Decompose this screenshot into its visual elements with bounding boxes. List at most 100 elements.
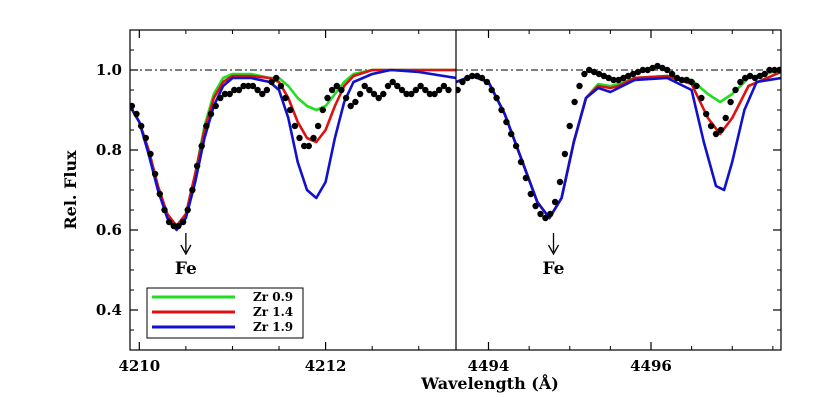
observed-point bbox=[746, 72, 754, 80]
observed-point bbox=[384, 82, 392, 90]
observed-point bbox=[742, 74, 749, 82]
observed-point bbox=[751, 74, 759, 82]
observed-point bbox=[319, 106, 326, 114]
observed-point bbox=[639, 66, 647, 74]
observed-point bbox=[151, 170, 159, 178]
observed-point bbox=[678, 76, 686, 84]
observed-point bbox=[342, 94, 350, 102]
legend-label-zr-1-4: Zr 1.4 bbox=[253, 305, 293, 319]
observed-point bbox=[245, 82, 252, 90]
observed-point bbox=[586, 66, 593, 74]
observed-point bbox=[352, 98, 359, 106]
observed-point bbox=[440, 82, 448, 90]
observed-point bbox=[203, 122, 210, 130]
observed-point bbox=[347, 102, 354, 110]
model-curve-zr-1-9-right bbox=[456, 74, 781, 220]
observed-point bbox=[537, 210, 544, 218]
observed-point bbox=[483, 78, 491, 86]
observed-point bbox=[403, 90, 410, 98]
y-tick-label: 0.6 bbox=[96, 221, 122, 239]
observed-point bbox=[207, 110, 215, 118]
observed-point bbox=[212, 102, 219, 110]
observed-point bbox=[527, 190, 534, 198]
observed-point bbox=[683, 76, 690, 84]
observed-point bbox=[478, 74, 486, 82]
x-axis-title: Wavelength (Å) bbox=[420, 372, 559, 393]
observed-point bbox=[408, 90, 415, 98]
observed-point bbox=[610, 76, 617, 84]
observed-point bbox=[766, 66, 773, 74]
observed-point bbox=[522, 174, 530, 182]
observed-point bbox=[456, 86, 461, 94]
observed-point bbox=[712, 130, 720, 138]
observed-point bbox=[431, 90, 438, 98]
legend-label-zr-1-9: Zr 1.9 bbox=[253, 320, 293, 334]
observed-point bbox=[240, 82, 247, 90]
observed-point bbox=[488, 86, 495, 94]
y-tick-label: 0.8 bbox=[96, 141, 122, 159]
x-tick-label: 4210 bbox=[118, 357, 160, 375]
observed-point bbox=[508, 130, 515, 138]
observed-point bbox=[717, 126, 725, 134]
observed-point bbox=[273, 74, 280, 82]
observed-point bbox=[620, 74, 627, 82]
observed-point bbox=[328, 86, 336, 94]
observed-point bbox=[389, 78, 396, 86]
observed-point bbox=[634, 68, 642, 76]
observed-point bbox=[156, 190, 163, 198]
observed-point bbox=[659, 64, 666, 72]
observed-point bbox=[547, 210, 554, 218]
observed-point bbox=[263, 86, 271, 94]
observed-point bbox=[566, 122, 573, 130]
observed-point bbox=[556, 178, 564, 186]
observed-point bbox=[198, 142, 205, 150]
observed-point bbox=[625, 72, 632, 80]
observed-point bbox=[277, 82, 285, 90]
observed-point bbox=[664, 66, 671, 74]
observed-point bbox=[189, 186, 196, 194]
observed-point bbox=[576, 82, 583, 90]
observed-point bbox=[366, 86, 373, 94]
observed-point bbox=[649, 64, 656, 72]
observed-point bbox=[301, 142, 308, 150]
observed-point bbox=[698, 94, 705, 102]
observed-point bbox=[361, 82, 368, 90]
observed-point bbox=[644, 66, 651, 74]
y-tick-label: 1.0 bbox=[96, 61, 122, 79]
observed-point bbox=[254, 86, 261, 94]
annotation-label-fe: Fe bbox=[175, 259, 197, 279]
x-tick-label: 4496 bbox=[630, 357, 672, 375]
observed-point bbox=[615, 76, 622, 84]
observed-point bbox=[175, 222, 182, 230]
observed-point bbox=[436, 86, 443, 94]
observed-point bbox=[727, 98, 734, 106]
observed-point bbox=[394, 82, 401, 90]
observed-point bbox=[221, 90, 229, 98]
observed-point bbox=[426, 90, 434, 98]
observed-point bbox=[571, 98, 578, 106]
observed-point bbox=[170, 222, 177, 230]
observed-point bbox=[375, 94, 382, 102]
observed-point bbox=[291, 122, 299, 130]
observed-point bbox=[268, 78, 275, 86]
observed-point bbox=[532, 202, 539, 210]
observed-point bbox=[464, 74, 471, 82]
observed-point bbox=[756, 72, 764, 80]
observed-point bbox=[249, 82, 257, 90]
annotation-label-fe: Fe bbox=[543, 259, 565, 279]
observed-point bbox=[179, 218, 187, 226]
observed-point bbox=[761, 70, 768, 78]
legend: Zr 0.9 Zr 1.4 Zr 1.9 bbox=[146, 287, 304, 339]
observed-point bbox=[130, 102, 136, 110]
observed-point bbox=[503, 118, 510, 126]
observed-point bbox=[668, 70, 676, 78]
annotation-arrow-head bbox=[547, 244, 560, 256]
observed-point bbox=[412, 86, 420, 94]
observed-point bbox=[259, 90, 266, 98]
observed-point bbox=[493, 94, 500, 102]
observed-point bbox=[732, 86, 739, 94]
observed-point bbox=[133, 110, 140, 118]
observed-point bbox=[314, 122, 322, 130]
observed-point bbox=[542, 214, 549, 222]
observed-point bbox=[445, 86, 452, 94]
